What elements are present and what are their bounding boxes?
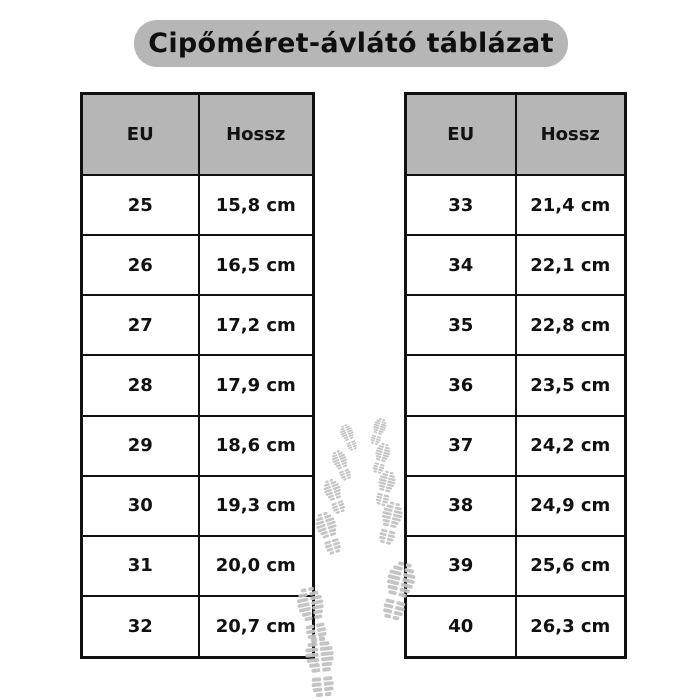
length-cell: 26,3 cm [514,594,627,659]
eu-size-cell: 38 [404,474,517,537]
footprint-icon [375,500,406,547]
length-cell: 17,9 cm [197,354,315,417]
length-cell: 16,5 cm [197,234,315,297]
length-cell: 22,8 cm [514,294,627,357]
table-row: 29 18,6 cm [80,414,315,477]
length-cell: 25,6 cm [514,534,627,597]
eu-size-cell: 26 [80,234,200,297]
table-body: 33 21,4 cm 34 22,1 cm 35 22,8 cm 36 23,5 cm 37 24… [404,173,627,659]
eu-size-cell: 37 [404,414,517,477]
title-badge: Cipőméret-ávlátó táblázat [134,20,568,67]
footprint-icon [337,422,360,453]
length-cell: 24,9 cm [514,474,627,537]
table-row: 27 17,2 cm [80,294,315,357]
footprint-icon [370,441,393,475]
eu-size-cell: 34 [404,234,517,297]
eu-size-cell: 36 [404,354,517,417]
table-row: 36 23,5 cm [404,354,627,417]
length-cell: 20,0 cm [197,534,315,597]
table-header: EU Hossz [404,92,627,176]
length-cell: 18,6 cm [197,414,315,477]
column-header-hossz: Hossz [197,92,315,176]
column-header-eu: EU [80,92,200,176]
table-row: 28 17,9 cm [80,354,315,417]
length-cell: 20,7 cm [197,594,315,659]
table-row: 30 19,3 cm [80,474,315,537]
header-row: EU Hossz [404,92,627,176]
table-row: 38 24,9 cm [404,474,627,537]
column-header-hossz: Hossz [514,92,627,176]
table-row: 25 15,8 cm [80,173,315,237]
table-row: 35 22,8 cm [404,294,627,357]
table-row: 31 20,0 cm [80,534,315,597]
eu-size-cell: 25 [80,173,200,237]
table-row: 37 24,2 cm [404,414,627,477]
header-row: EU Hossz [80,92,315,176]
eu-size-cell: 29 [80,414,200,477]
table-row: 40 26,3 cm [404,594,627,659]
table-body: 25 15,8 cm 26 16,5 cm 27 17,2 cm 28 17,9 cm 29 18… [80,173,315,659]
footprint-icon [367,416,389,447]
length-cell: 21,4 cm [514,173,627,237]
shoe-size-table-right: EU Hossz 33 21,4 cm 34 22,1 cm 35 22,8 cm 36 23,… [404,92,627,659]
page-title: Cipőméret-ávlátó táblázat [148,28,554,59]
table-row: 39 25,6 cm [404,534,627,597]
table-row: 34 22,1 cm [404,234,627,297]
shoe-size-table-left: EU Hossz 25 15,8 cm 26 16,5 cm 27 17,2 cm 28 17,… [80,92,315,659]
length-cell: 17,2 cm [197,294,315,357]
length-cell: 23,5 cm [514,354,627,417]
footprint-icon [312,509,345,557]
length-cell: 19,3 cm [197,474,315,537]
footprint-icon [320,477,349,516]
table-row: 32 20,7 cm [80,594,315,659]
eu-size-cell: 40 [404,594,517,659]
table-row: 26 16,5 cm [80,234,315,297]
eu-size-cell: 27 [80,294,200,357]
length-cell: 22,1 cm [514,234,627,297]
eu-size-cell: 30 [80,474,200,537]
footprint-icon [372,469,398,508]
length-cell: 24,2 cm [514,414,627,477]
eu-size-cell: 28 [80,354,200,417]
length-cell: 15,8 cm [197,173,315,237]
footprint-icon [329,448,355,483]
eu-size-cell: 35 [404,294,517,357]
table-row: 33 21,4 cm [404,173,627,237]
eu-size-cell: 31 [80,534,200,597]
table-header: EU Hossz [80,92,315,176]
eu-size-cell: 39 [404,534,517,597]
eu-size-cell: 32 [80,594,200,659]
column-header-eu: EU [404,92,517,176]
eu-size-cell: 33 [404,173,517,237]
